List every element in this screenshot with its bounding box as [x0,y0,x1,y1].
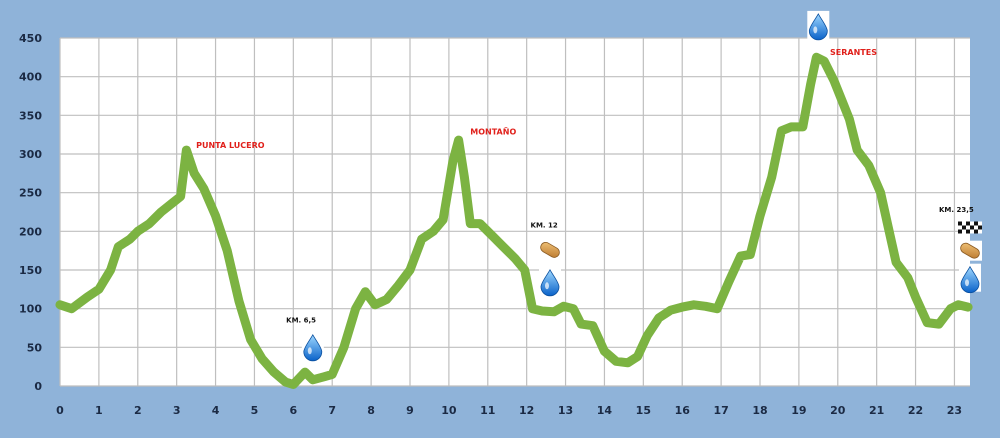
water-drop-shine [545,282,549,290]
water-drop-icon [301,331,324,362]
water-drop-icon [807,10,830,41]
flag-square [974,229,978,234]
flag-square [978,229,982,234]
flag-square [966,225,970,230]
y-tick-label: 100 [19,303,42,316]
y-tick-label: 0 [34,380,42,393]
flag-square [966,229,970,234]
flag-square [970,225,974,230]
food-icon [958,240,982,261]
x-tick-label: 21 [869,404,884,417]
x-tick-label: 4 [212,404,220,417]
x-tick-label: 23 [947,404,962,417]
annotation-layer: PUNTA LUCERO MONTAÑO SERANTES KM. 6,5 KM. 12… [196,48,974,325]
y-tick-label: 350 [19,109,42,122]
flag-square [970,221,974,226]
water-drop-shape [808,13,828,41]
y-axis-ticks: 0 50 100 150 200 250 300 350 400 450 [19,32,42,393]
flag-square [962,221,966,226]
flag-square [958,229,962,234]
flag-square [966,221,970,226]
x-tick-label: 1 [95,404,103,417]
x-tick-label: 16 [675,404,691,417]
water-drop-icon [539,266,561,297]
flag-square [962,229,966,234]
x-tick-label: 2 [134,404,142,417]
x-tick-label: 22 [908,404,923,417]
flag-square [974,225,978,230]
y-tick-label: 250 [19,187,42,200]
peak-label: MONTAÑO [470,127,516,137]
x-tick-label: 3 [173,404,181,417]
checkpoint-label: KM. 12 [531,221,558,229]
bread-shape [540,241,560,258]
x-tick-label: 11 [480,404,495,417]
y-tick-label: 400 [19,71,42,84]
food-icon [538,239,562,260]
flag-square [958,225,962,230]
flag-square [962,225,966,230]
x-tick-label: 19 [791,404,806,417]
flag-square [978,221,982,226]
finish-flag-icon [958,221,982,234]
y-tick-label: 200 [19,225,42,238]
x-tick-label: 7 [328,404,336,417]
x-tick-label: 13 [558,404,573,417]
water-drop-shape [303,333,323,362]
x-tick-label: 12 [519,404,534,417]
flag-square [974,221,978,226]
bread-shape [960,242,980,259]
water-drop-shape [540,268,560,297]
y-tick-label: 150 [19,264,42,277]
peak-label: SERANTES [830,48,877,57]
x-tick-label: 8 [367,404,375,417]
water-drop-shape [960,265,980,294]
series-layer [55,52,973,389]
checkpoint-label: KM. 23,5 [939,206,974,214]
flag-square [958,221,962,226]
marker-layer [301,10,982,362]
x-tick-label: 14 [597,404,613,417]
water-drop-shine [965,279,969,287]
x-tick-label: 17 [713,404,728,417]
water-drop-icon [959,263,981,294]
x-tick-label: 0 [56,404,64,417]
x-tick-label: 9 [406,404,414,417]
y-tick-label: 450 [19,32,42,45]
water-drop-shine [813,26,818,34]
x-axis-ticks: 0 1 2 3 4 5 6 7 8 9 10 11 12 13 14 15 16 17 18 19 20 21 22 23 [56,404,962,417]
x-tick-label: 20 [830,404,846,417]
x-tick-label: 10 [441,404,457,417]
flag-square [978,225,982,230]
x-tick-label: 5 [251,404,259,417]
checkpoint-label: KM. 6,5 [286,317,316,325]
water-drop-shine [307,347,312,355]
x-tick-label: 18 [752,404,767,417]
y-tick-label: 300 [19,148,42,161]
flag-square [970,229,974,234]
x-tick-label: 15 [636,404,651,417]
x-tick-label: 6 [290,404,298,417]
y-tick-label: 50 [27,341,43,354]
peak-label: PUNTA LUCERO [196,141,265,150]
elevation-series-line [55,52,973,389]
